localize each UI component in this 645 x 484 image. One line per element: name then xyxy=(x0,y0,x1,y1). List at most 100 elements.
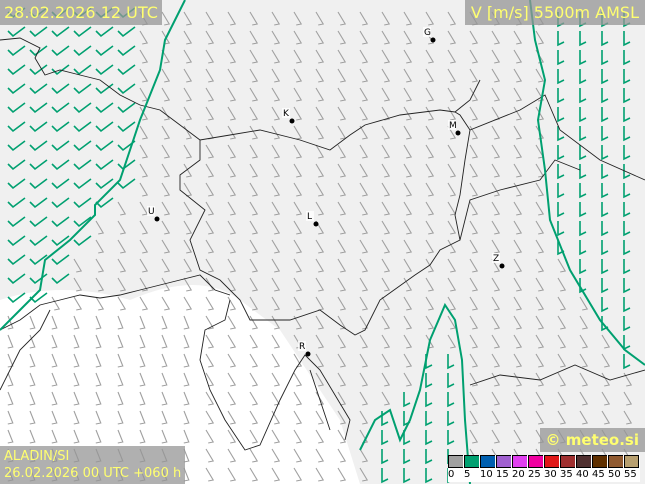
wind-barb xyxy=(73,410,80,425)
wind-barb xyxy=(227,467,237,482)
wind-barb xyxy=(315,448,325,463)
wind-barb xyxy=(205,334,215,349)
wind-barb xyxy=(315,163,325,178)
wind-barb xyxy=(161,315,168,330)
wind-barb xyxy=(205,467,215,482)
wind-barb xyxy=(425,163,435,178)
wind-barb xyxy=(29,315,36,330)
city-label-background xyxy=(298,341,306,351)
wind-barb xyxy=(29,429,36,444)
wind-barb xyxy=(117,83,136,95)
wind-barb xyxy=(315,315,325,330)
wind-barb xyxy=(557,315,567,330)
city-label-background xyxy=(448,120,456,130)
wind-barb xyxy=(359,201,369,216)
wind-barb xyxy=(205,30,215,45)
wind-barb xyxy=(249,125,259,140)
wind-barb xyxy=(73,45,92,57)
wind-barb xyxy=(29,121,48,133)
wind-barb xyxy=(403,258,413,273)
city-marker xyxy=(499,263,505,269)
wind-barb xyxy=(139,144,149,159)
wind-barb xyxy=(623,259,631,275)
wind-barb xyxy=(139,125,149,140)
wind-barb xyxy=(337,106,347,121)
legend-entry: 50 xyxy=(608,455,624,482)
wind-barb xyxy=(447,315,457,330)
wind-barb xyxy=(381,239,391,254)
wind-barb xyxy=(51,197,70,209)
wind-barb xyxy=(491,353,501,368)
wind-barb xyxy=(623,88,631,104)
wind-barb xyxy=(381,125,391,140)
wind-barb xyxy=(95,102,114,114)
wind-barb xyxy=(183,429,190,444)
wind-barb xyxy=(601,221,609,237)
wind-barb xyxy=(205,296,215,311)
wind-barb xyxy=(359,106,369,121)
wind-barb xyxy=(315,87,325,102)
wind-barb xyxy=(205,87,215,102)
wind-barb xyxy=(491,201,501,216)
wind-barb xyxy=(381,277,391,292)
legend-swatch xyxy=(496,455,511,468)
wind-barb xyxy=(425,182,435,197)
wind-barb xyxy=(381,449,389,465)
wind-barb xyxy=(623,202,631,218)
legend-entry: 40 xyxy=(576,455,592,482)
wind-barb xyxy=(29,178,48,190)
wind-barb xyxy=(95,26,114,38)
wind-barb xyxy=(7,216,26,228)
wind-barb xyxy=(227,163,237,178)
wind-barb xyxy=(249,239,259,254)
wind-barb xyxy=(161,391,168,406)
brand-label: © meteo.si xyxy=(539,428,645,452)
legend-swatch xyxy=(576,455,591,468)
wind-barb xyxy=(51,83,70,95)
wind-barb xyxy=(447,258,457,273)
wind-barb xyxy=(359,68,369,83)
wind-barb xyxy=(359,277,369,292)
wind-barb xyxy=(227,125,237,140)
wind-barb xyxy=(623,107,631,123)
wind-barb xyxy=(579,31,587,47)
wind-barb xyxy=(73,83,92,95)
wind-barb xyxy=(117,258,127,273)
wind-barb xyxy=(161,106,171,121)
model-info: ALADIN/SI 26.02.2026 00 UTC +060 h xyxy=(0,446,186,484)
wind-barb xyxy=(95,353,102,368)
city-label-background xyxy=(306,211,314,221)
wind-barb xyxy=(359,296,369,311)
legend-swatch xyxy=(528,455,543,468)
legend-swatch xyxy=(560,455,575,468)
wind-barb xyxy=(381,468,389,484)
legend-value: 50 xyxy=(608,469,621,480)
wind-barb xyxy=(183,163,193,178)
wind-barb xyxy=(579,88,587,104)
wind-barb xyxy=(73,178,92,190)
wind-barb xyxy=(557,69,565,85)
wind-barb xyxy=(535,296,545,311)
wind-barb xyxy=(29,410,36,425)
wind-barb xyxy=(249,201,259,216)
wind-barb xyxy=(623,69,631,85)
wind-barb xyxy=(359,467,369,482)
wind-barb xyxy=(271,49,281,64)
wind-barb xyxy=(73,26,92,38)
city-marker xyxy=(305,351,311,357)
wind-barb xyxy=(359,372,369,387)
wind-barb xyxy=(29,159,48,171)
wind-barb xyxy=(73,372,80,387)
wind-barb xyxy=(623,221,631,237)
wind-barb xyxy=(249,11,259,26)
wind-barb xyxy=(95,239,105,254)
wind-barb xyxy=(161,258,171,273)
wind-barb xyxy=(227,182,237,197)
wind-barb xyxy=(623,50,631,66)
wind-barb xyxy=(469,315,479,330)
austria-border xyxy=(0,37,456,151)
wind-barb xyxy=(161,239,171,254)
wind-barb xyxy=(161,49,171,64)
wind-barb xyxy=(425,449,433,465)
wind-barb xyxy=(227,391,237,406)
